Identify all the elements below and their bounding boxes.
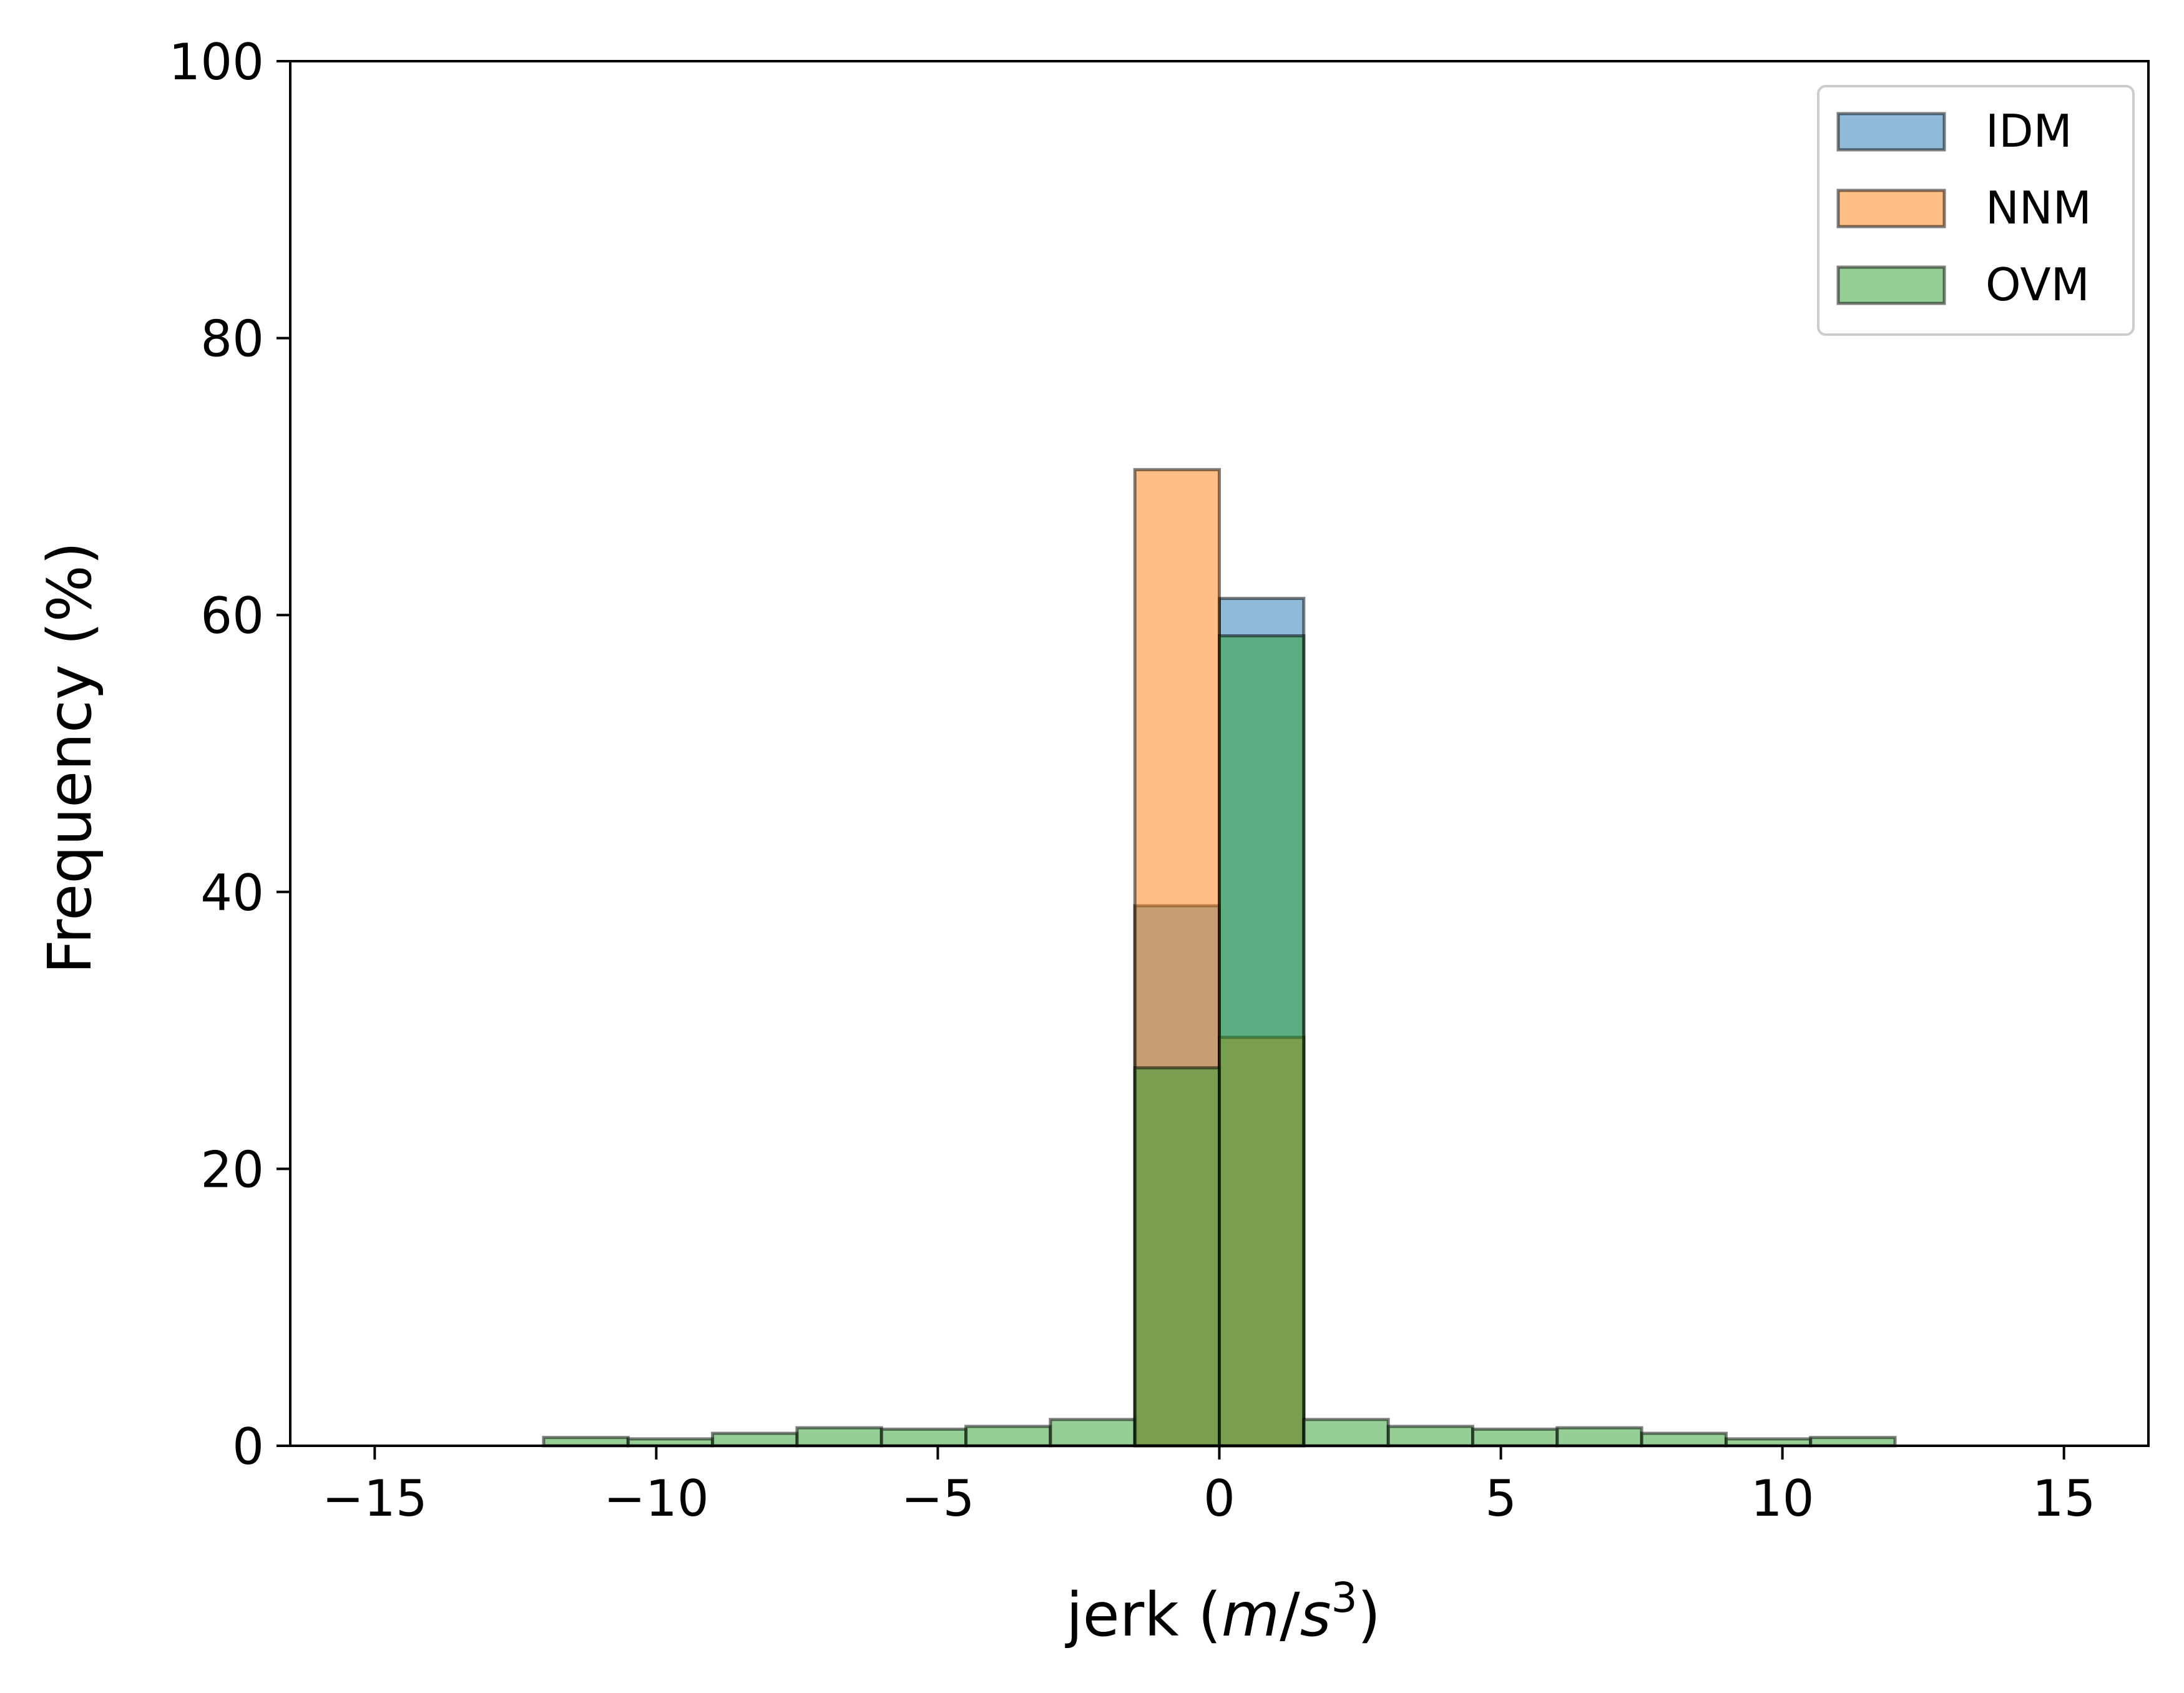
bar-ovm-6 (879, 1427, 968, 1448)
y-tick-label: 20 (200, 1141, 264, 1199)
bar-ovm-14 (1555, 1426, 1643, 1448)
x-axis-label: jerk (m/s3) (1065, 1574, 1381, 1650)
x-tick-label: −15 (322, 1470, 428, 1528)
bar-ovm-13 (1471, 1427, 1559, 1448)
y-tick-label: 60 (200, 587, 264, 645)
legend-item-idm: IDM (1836, 105, 2072, 157)
x-tick-label: −10 (604, 1470, 709, 1528)
x-tick-label: 0 (1203, 1470, 1235, 1528)
legend-label-idm: IDM (1986, 105, 2072, 157)
y-tick-label: 0 (232, 1418, 264, 1476)
x-axis-label-unit-slash: / (1280, 1580, 1300, 1650)
bar-ovm-4 (711, 1431, 799, 1448)
x-tick-label: 10 (1751, 1470, 1814, 1528)
legend-item-ovm: OVM (1836, 258, 2090, 311)
bar-ovm-10 (1218, 634, 1306, 1448)
bar-ovm-12 (1386, 1425, 1474, 1448)
x-axis-label-unit-m: m (1222, 1580, 1280, 1650)
bar-ovm-8 (1049, 1418, 1137, 1448)
y-tick-label: 40 (200, 864, 264, 922)
legend-item-nnm: NNM (1836, 182, 2092, 234)
y-tick-label: 80 (200, 310, 264, 368)
bar-ovm-11 (1302, 1418, 1390, 1448)
legend-label-ovm: OVM (1986, 258, 2090, 311)
x-axis-label-unit-s: s (1300, 1580, 1331, 1650)
x-tick-label: 15 (2032, 1470, 2096, 1528)
y-axis-label: Frequency (%) (35, 542, 105, 974)
bars-layer (542, 468, 1897, 1448)
x-axis-label-suffix: ) (1358, 1580, 1381, 1650)
legend-swatch-ovm (1836, 265, 1946, 305)
x-axis-label-unit-exp: 3 (1331, 1574, 1358, 1622)
x-axis-label-prefix: jerk ( (1065, 1580, 1222, 1650)
legend-swatch-idm (1836, 112, 1946, 152)
legend-swatch-nnm (1836, 189, 1946, 228)
bar-ovm-7 (964, 1425, 1052, 1448)
x-axis: −15 −10 −5 0 5 10 15 (322, 1446, 2096, 1528)
bar-ovm-15 (1640, 1431, 1728, 1448)
y-tick-label: 100 (169, 33, 264, 91)
x-tick-label: 5 (1485, 1470, 1517, 1528)
x-tick-label: −5 (901, 1470, 974, 1528)
bar-ovm-5 (795, 1426, 883, 1448)
series-ovm (542, 634, 1897, 1448)
legend-label-nnm: NNM (1986, 182, 2092, 234)
legend: IDM NNM OVM (1817, 85, 2135, 336)
bar-ovm-9 (1133, 1066, 1221, 1448)
y-axis: 0 20 40 60 80 100 (169, 33, 290, 1476)
